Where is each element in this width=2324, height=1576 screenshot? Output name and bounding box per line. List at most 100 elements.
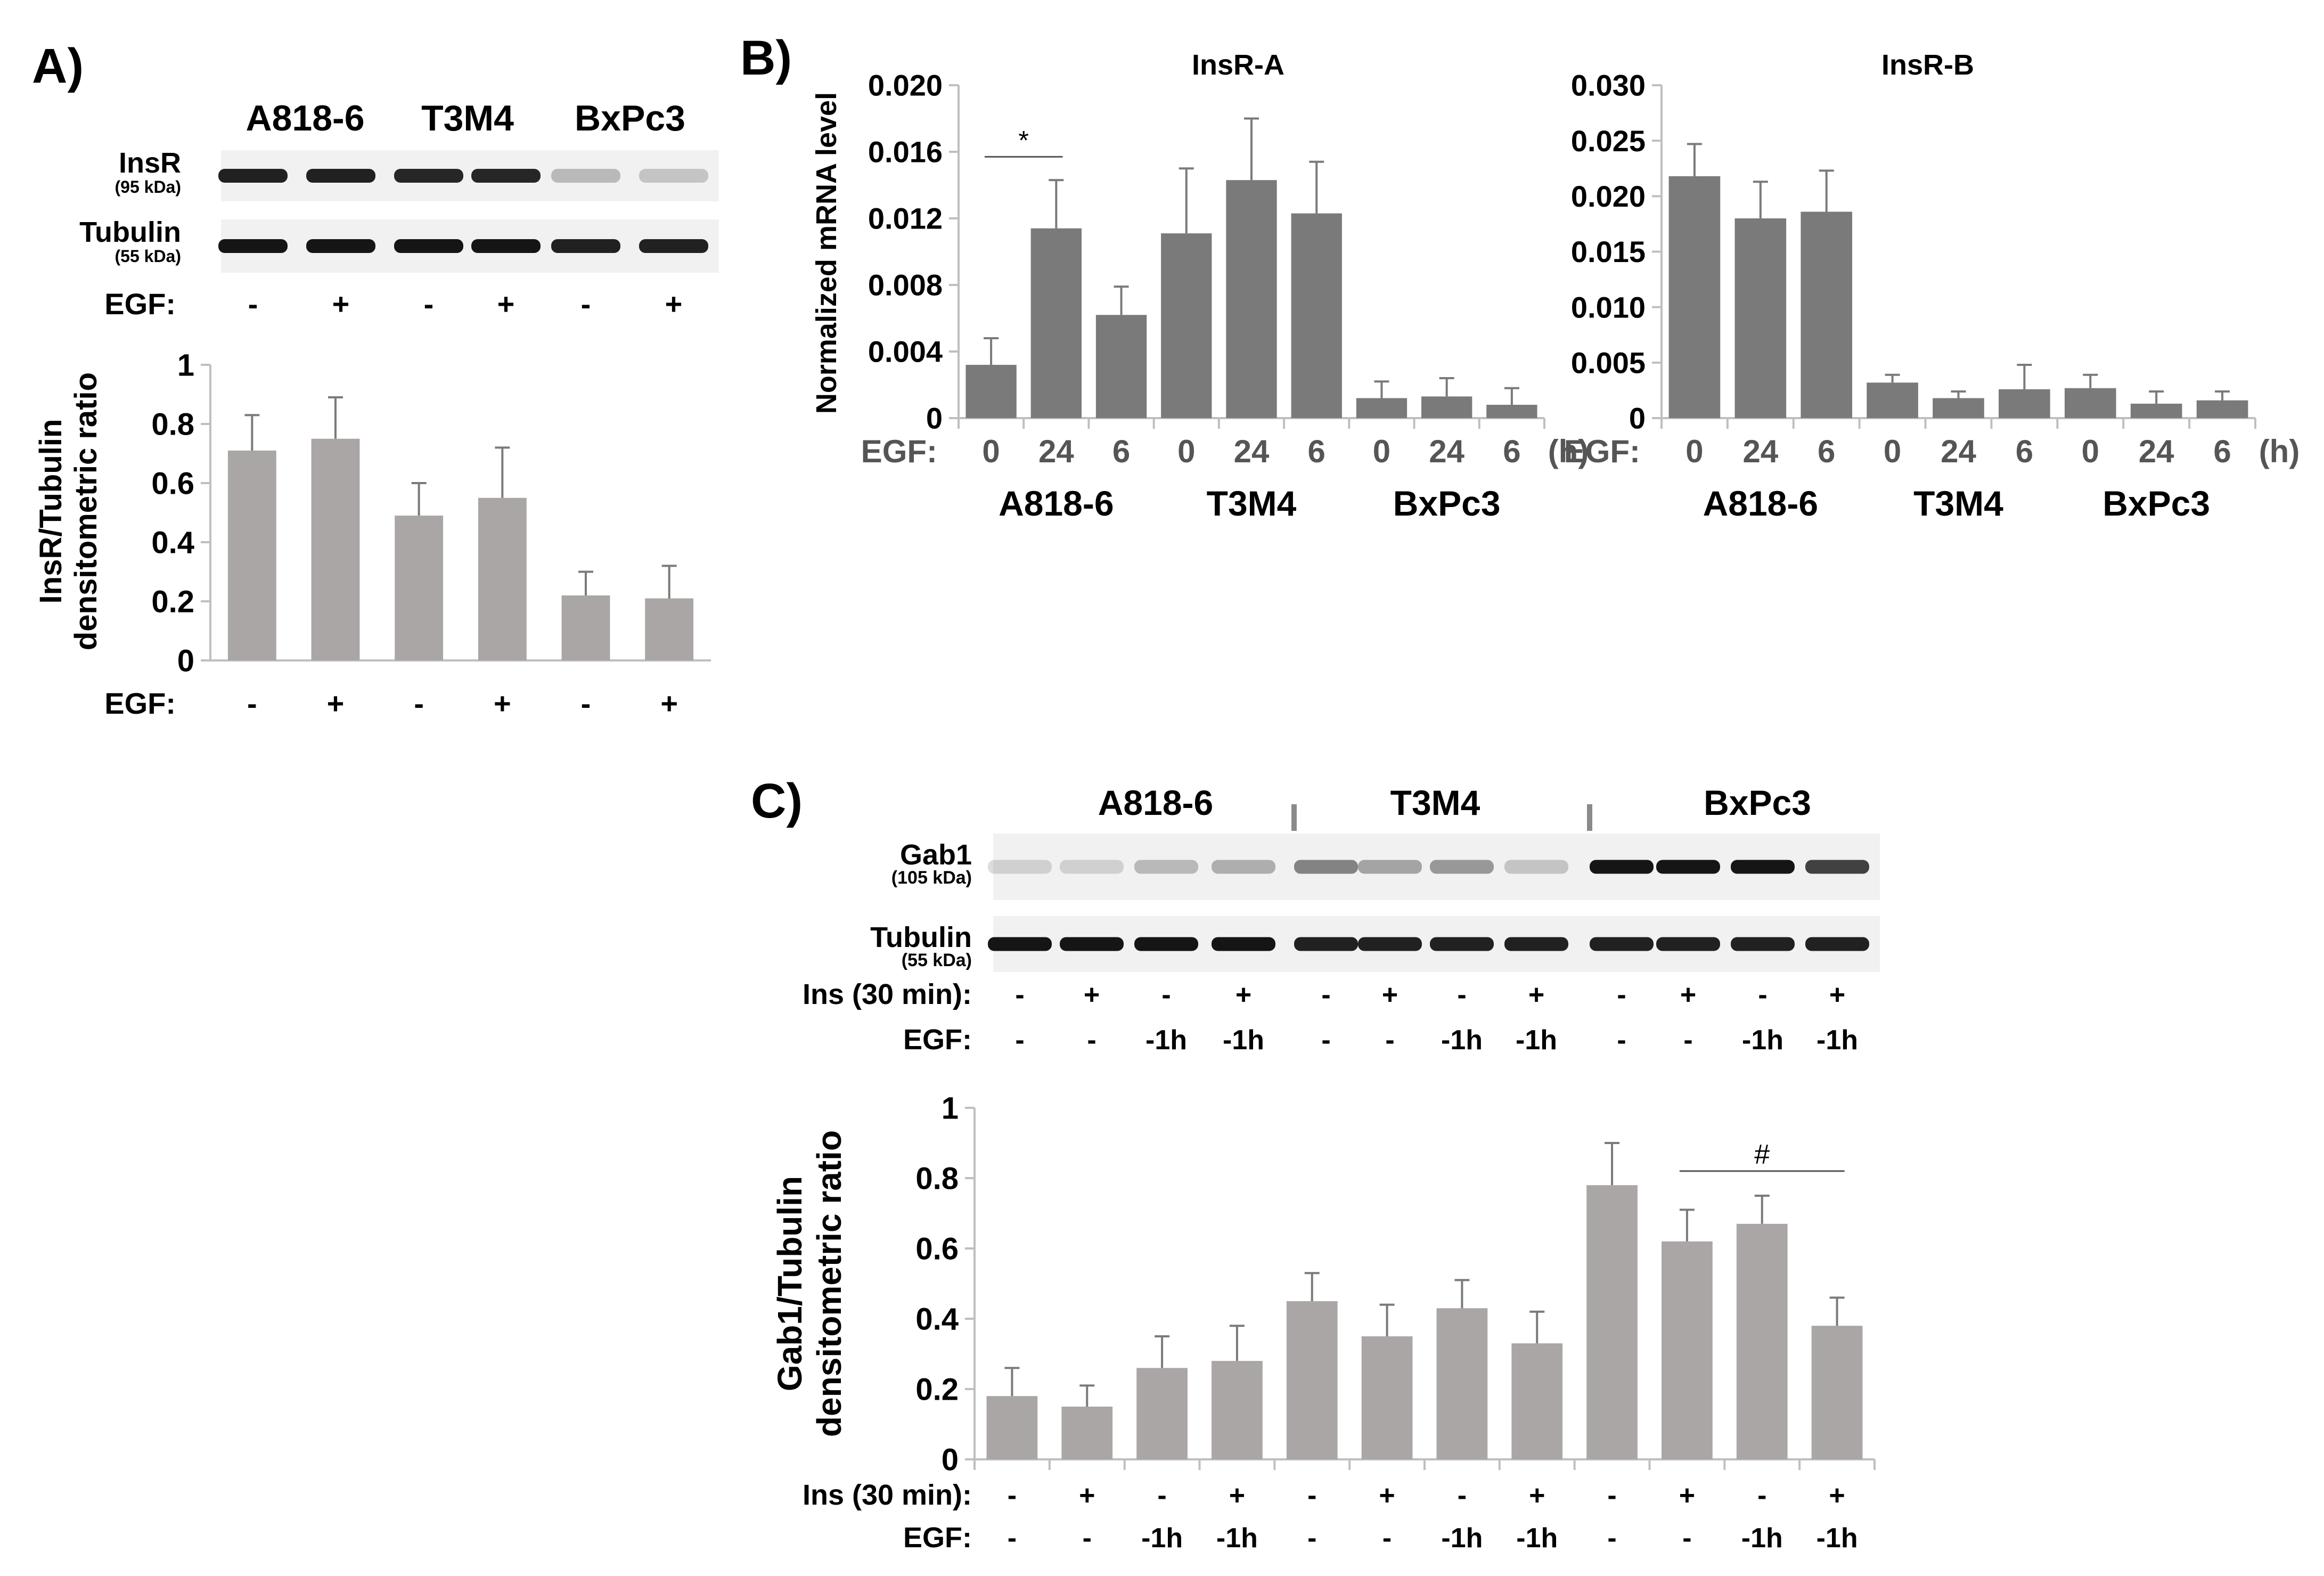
blot-band	[1294, 937, 1358, 951]
y-tick-label: 0.6	[151, 466, 194, 501]
blot-treatment-value: -	[1758, 979, 1767, 1010]
blot-band	[1805, 860, 1869, 874]
blot-treatment-value: -	[1161, 979, 1171, 1010]
blot-cell-line-label: A818-6	[1098, 783, 1213, 822]
blot-band	[1805, 937, 1869, 951]
blot-treatment-value: -	[1015, 1025, 1024, 1056]
x-tick-label: -1h	[1441, 1523, 1483, 1554]
bar	[1867, 382, 1918, 418]
x-tick-label: -	[1682, 1523, 1691, 1554]
y-axis-label: InsR/Tubulindensitometric ratio	[34, 372, 103, 650]
y-tick-label: 0	[177, 643, 194, 678]
blot-band	[1504, 937, 1568, 951]
y-tick-label: 0	[1629, 402, 1646, 435]
blot-cell-line-label: T3M4	[421, 98, 514, 138]
blot-row-label: Gab1	[900, 839, 972, 871]
y-tick-label: 0.2	[915, 1372, 959, 1407]
bar	[561, 595, 610, 660]
y-axis-label-line: InsR/Tubulin	[34, 419, 68, 604]
x-tick-label: -	[1008, 1480, 1017, 1511]
bar	[395, 516, 444, 660]
x-tick-label: 0	[1685, 434, 1703, 469]
x-row-label: EGF:	[104, 687, 176, 720]
x-tick-label: 24	[1429, 434, 1464, 469]
y-tick-label: 0.025	[1571, 124, 1646, 158]
y-tick-label: 0.012	[868, 202, 943, 235]
blot-treatment-value: +	[1528, 979, 1544, 1010]
blot-band	[1134, 860, 1198, 874]
x-tick-label: 0	[982, 434, 1000, 469]
blot-cell-line-label: BxPc3	[1704, 783, 1811, 822]
y-tick-label: 0	[942, 1442, 959, 1477]
group-label: T3M4	[1207, 484, 1297, 523]
x-tick-label: +	[1529, 1480, 1545, 1511]
y-tick-label: 0.008	[868, 268, 943, 302]
blot-treatment-value: +	[1680, 979, 1696, 1010]
bar	[986, 1396, 1038, 1459]
bar	[1291, 213, 1342, 418]
y-axis-label-line: densitometric ratio	[69, 372, 103, 650]
bar	[2196, 400, 2248, 418]
bar	[1811, 1326, 1863, 1459]
y-tick-label: 0.8	[915, 1161, 959, 1196]
blot-treatment-value: -1h	[1816, 1025, 1858, 1056]
y-tick-label: 0.016	[868, 135, 943, 169]
blot-treatment-value: +	[497, 287, 515, 321]
panel-letter-b: B)	[740, 31, 792, 85]
bar	[227, 450, 276, 660]
bar	[1436, 1308, 1488, 1459]
panel-letter-a: A)	[32, 39, 84, 93]
blot-strip	[221, 150, 719, 201]
bar	[1999, 389, 2050, 418]
x-row-label: EGF:	[903, 1522, 972, 1554]
blot-cell-line-label: T3M4	[1390, 783, 1480, 822]
y-tick-label: 1	[177, 348, 194, 382]
bar	[1801, 211, 1853, 418]
blot-band	[1656, 860, 1720, 874]
chart-title: InsR-B	[1881, 49, 1974, 81]
x-tick-label: -	[1757, 1480, 1766, 1511]
blot-lane-divider	[1587, 804, 1592, 831]
x-tick-label: 6	[2016, 434, 2033, 469]
bar	[1511, 1343, 1563, 1459]
x-tick-label: 0	[1177, 434, 1195, 469]
blot-treatment-value: +	[665, 287, 683, 321]
bar	[1933, 398, 1984, 418]
blot-band	[1134, 937, 1198, 951]
blot-row-label: Tubulin	[870, 921, 972, 953]
significance-marker: *	[1018, 125, 1029, 155]
x-row-label: EGF:	[861, 434, 937, 469]
x-tick-label: 24	[1742, 434, 1778, 469]
blot-treatment-value: -	[1385, 1025, 1394, 1056]
blot-treatment-value: -1h	[1441, 1025, 1483, 1056]
blot-band	[1656, 937, 1720, 951]
blot-band	[471, 239, 541, 253]
x-tick-label: -	[1382, 1523, 1392, 1554]
y-tick-label: 0	[926, 402, 943, 435]
blot-treatment-value: -	[248, 287, 258, 321]
y-tick-label: 0.005	[1571, 346, 1646, 379]
x-tick-label: +	[494, 687, 511, 720]
blot-treatment-value: +	[1235, 979, 1251, 1010]
x-tick-label: +	[1229, 1480, 1245, 1511]
y-tick-label: 0.004	[868, 335, 943, 369]
x-row-label: Ins (30 min):	[803, 1479, 972, 1511]
bar	[1212, 1361, 1263, 1459]
x-tick-label: 0	[1884, 434, 1901, 469]
bar	[1662, 1241, 1713, 1459]
bar	[1586, 1185, 1638, 1459]
blot-band	[1430, 860, 1494, 874]
x-tick-label: 6	[1503, 434, 1520, 469]
bar	[1061, 1407, 1113, 1459]
blot-strip	[221, 219, 719, 273]
blot-treatment-value: -	[1683, 1025, 1692, 1056]
x-tick-label: -	[1083, 1523, 1092, 1554]
x-tick-label: 6	[1818, 434, 1835, 469]
blot-band	[1294, 860, 1358, 874]
y-axis-label: Gab1/Tubulindensitometric ratio	[771, 1130, 848, 1437]
y-axis-label-line: Gab1/Tubulin	[771, 1176, 809, 1391]
x-tick-label: 0	[1373, 434, 1390, 469]
group-label: BxPc3	[1393, 484, 1501, 523]
